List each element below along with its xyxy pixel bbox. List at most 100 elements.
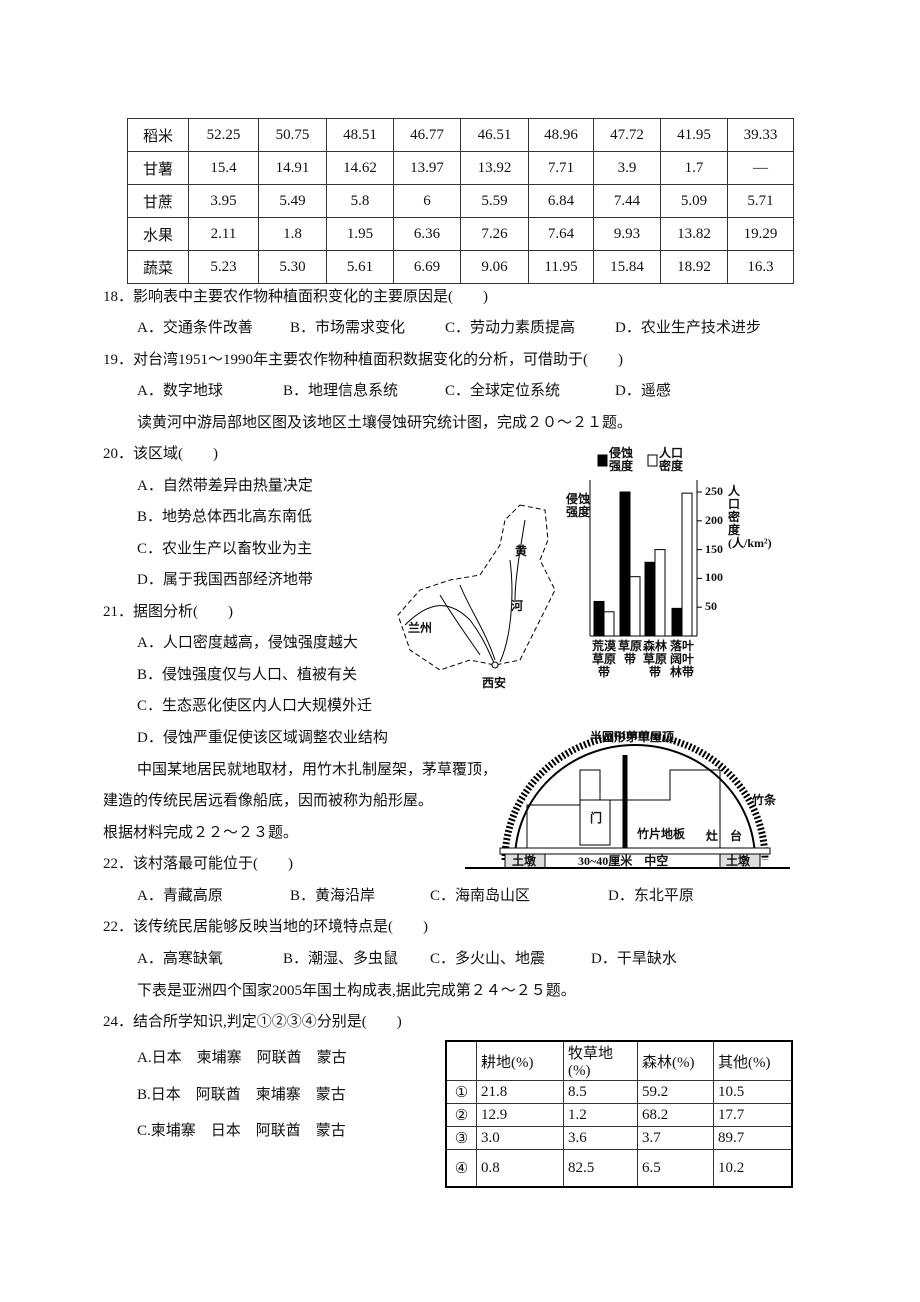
y2-tick-label: 250 (705, 484, 723, 498)
cell: 6.69 (393, 250, 461, 284)
cell: 1.2 (563, 1103, 638, 1127)
option: A.日本 柬埔寨 阿联酋 蒙古 (137, 1050, 347, 1066)
cell: 5.8 (326, 184, 394, 218)
cell: 3.95 (188, 184, 259, 218)
option: A．交通条件改善 (137, 320, 253, 336)
cell: 5.30 (258, 250, 327, 284)
row: ③ 3.0 3.6 3.7 89.7 (445, 1126, 793, 1150)
option: A．高寒缺氧 (137, 951, 223, 967)
option: D．侵蚀严重促使该区域调整农业结构 (137, 730, 388, 746)
x-tick-label: 荒漠草原带 (591, 639, 616, 679)
cell: — (727, 151, 794, 185)
cell: 2.11 (188, 217, 259, 251)
y-axis-label: 侵蚀强度 (565, 492, 590, 519)
cell: 13.97 (393, 151, 461, 185)
cell: 6 (393, 184, 461, 218)
cell: 其他(%) (713, 1040, 793, 1081)
row: 甘蔗 3.95 5.49 5.8 6 5.59 6.84 7.44 5.09 5.71 (127, 184, 794, 218)
legend-swatch (647, 454, 658, 467)
y2-axis-label: 人口密度(人/km²) (728, 484, 772, 550)
cell: 13.92 (460, 151, 529, 185)
intro: 中国某地居民就地取材，用竹木扎制屋架，茅草覆顶， (137, 762, 498, 778)
question: 21．据图分析( ) (103, 604, 233, 620)
option: B．侵蚀强度仅与人口、植被有关 (137, 667, 358, 683)
cell: 82.5 (563, 1149, 638, 1188)
cell: 5.23 (188, 250, 259, 284)
door (579, 799, 611, 846)
cell: 9.93 (593, 217, 661, 251)
cell: 3.6 (563, 1126, 638, 1150)
house-label: 灶 (706, 829, 719, 843)
question: 19．对台湾1951～1990年主要农作物种植面积数据变化的分析，可借助于( ) (103, 352, 623, 368)
map-label: 黄 (515, 544, 528, 558)
x-tick-label: 草原带 (617, 639, 642, 666)
crop-table: 稻米 52.25 50.75 48.51 46.77 46.51 48.96 47.72 41.… (127, 118, 794, 284)
intro: 建造的传统民居远看像船底，因而被称为船形屋。 (103, 793, 434, 809)
cell: 41.95 (660, 118, 728, 152)
option: B．市场需求变化 (290, 320, 406, 336)
bar (644, 561, 656, 637)
option: C．农业生产以畜牧业为主 (137, 541, 313, 557)
option: B.日本 阿联酋 柬埔寨 蒙古 (137, 1087, 346, 1103)
cell: 14.62 (326, 151, 394, 185)
house-label: 竹条 (752, 793, 777, 807)
cell: 5.49 (258, 184, 327, 218)
cell: 16.3 (727, 250, 794, 284)
cell: 14.91 (258, 151, 327, 185)
intro: 根据材料完成２２～２３题。 (103, 825, 299, 841)
cell: 21.8 (476, 1080, 564, 1104)
option: C．多火山、地震 (430, 951, 546, 967)
intro: 下表是亚洲四个国家2005年国土构成表,据此完成第２４～２５题。 (137, 983, 576, 999)
cell: 48.51 (326, 118, 394, 152)
map-label: 西安 (482, 676, 507, 690)
cell: 8.5 (563, 1080, 638, 1104)
option: B．地势总体西北高东南低 (137, 509, 313, 525)
cell: 7.26 (460, 217, 529, 251)
cell: 48.96 (528, 118, 594, 152)
cell: 13.82 (660, 217, 728, 251)
cell: 5.59 (460, 184, 529, 218)
option: D．农业生产技术进步 (615, 320, 761, 336)
cell: 15.4 (188, 151, 259, 185)
option: C．劳动力素质提高 (445, 320, 576, 336)
y2-tick-label: 100 (705, 570, 723, 585)
cell: ③ (445, 1126, 477, 1150)
question: 22．该村落最可能位于( ) (103, 856, 293, 872)
cell: 1.95 (326, 217, 394, 251)
question: 20．该区域( ) (103, 446, 218, 462)
cell: 52.25 (188, 118, 259, 152)
cell: 46.51 (460, 118, 529, 152)
y2-tick-label: 150 (705, 541, 723, 556)
option: A．青藏高原 (137, 888, 223, 904)
legend-label: 人口密度 (658, 446, 683, 473)
option: D．东北平原 (608, 888, 694, 904)
cell: 稻米 (127, 118, 189, 152)
cell: 10.2 (713, 1149, 793, 1188)
option: A．自然带差异由热量决定 (137, 478, 313, 494)
cell: 3.9 (593, 151, 661, 185)
option: D．干旱缺水 (591, 951, 677, 967)
cell: 7.71 (528, 151, 594, 185)
option: C．海南岛山区 (430, 888, 531, 904)
cell: 甘蔗 (127, 184, 189, 218)
bar (654, 549, 666, 637)
cell: 1.7 (660, 151, 728, 185)
cell: 89.7 (713, 1126, 793, 1150)
cell: 50.75 (258, 118, 327, 152)
cell: 59.2 (637, 1080, 714, 1104)
cell: 6.84 (528, 184, 594, 218)
cell: 46.77 (393, 118, 461, 152)
cell: 3.7 (637, 1126, 714, 1150)
map-label: 河 (511, 599, 524, 613)
cell: 6.5 (637, 1149, 714, 1188)
option: B．地理信息系统 (283, 383, 399, 399)
cell: 1.8 (258, 217, 327, 251)
cell: 森林(%) (637, 1040, 714, 1081)
row: 耕地(%) 牧草地(%) 森林(%) 其他(%) (445, 1040, 793, 1081)
bar (593, 600, 605, 637)
legend-swatch (597, 454, 608, 467)
house-label: 30~40厘米 中空 (578, 854, 669, 868)
cell: 10.5 (713, 1080, 793, 1104)
option: C．生态恶化使区内人口大规模外迁 (137, 698, 373, 714)
